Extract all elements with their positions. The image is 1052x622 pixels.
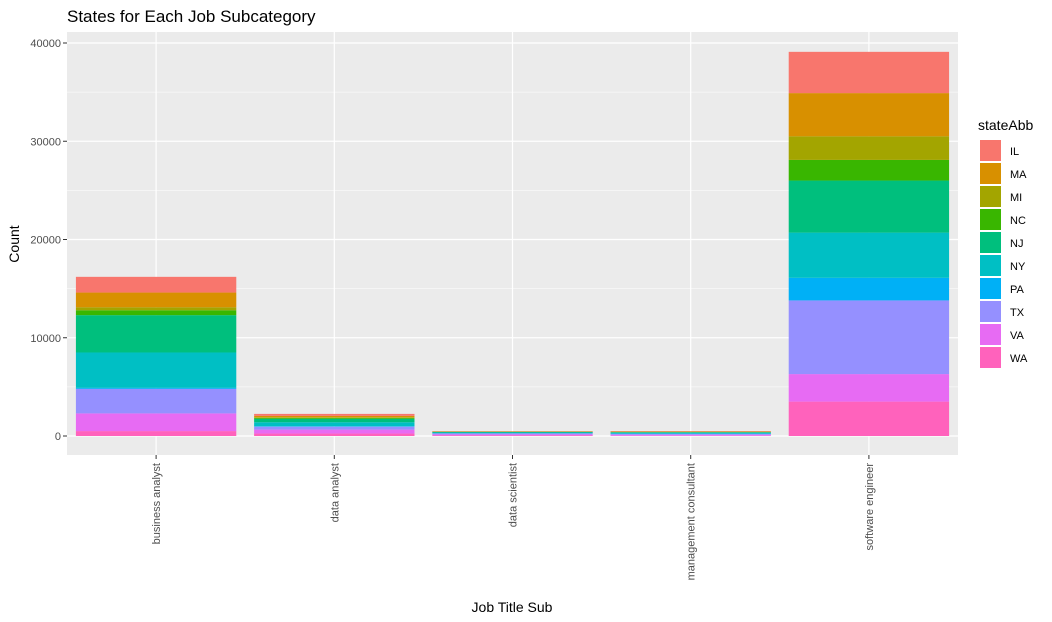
- bar-segment-il: [75, 276, 237, 293]
- bar-segment-nc: [254, 417, 415, 419]
- legend-swatch-nc: [980, 209, 1001, 230]
- legend-label-pa: PA: [1010, 284, 1025, 296]
- legend: IL MA MI NC NJ NY PA TX VA WA: [980, 140, 1028, 368]
- bar-segment-ny: [75, 352, 237, 388]
- legend-label-il: IL: [1010, 146, 1019, 158]
- bar-segment-nj: [610, 432, 771, 433]
- x-tick-label: management consultant: [686, 463, 698, 580]
- legend-label-mi: MI: [1010, 192, 1022, 204]
- bar-segment-tx: [75, 388, 237, 414]
- chart-title: States for Each Job Subcategory: [67, 7, 316, 26]
- bar-segment-va: [75, 413, 237, 432]
- bar-segment-mi: [75, 307, 237, 311]
- bar-segment-tx: [610, 433, 771, 435]
- x-axis-title: Job Title Sub: [472, 599, 553, 615]
- bar-segment-il: [254, 413, 415, 416]
- legend-swatch-ma: [980, 163, 1001, 184]
- bar-segment-wa: [788, 401, 950, 436]
- legend-swatch-nj: [980, 232, 1001, 253]
- bar-segment-ma: [788, 93, 950, 137]
- legend-label-tx: TX: [1010, 307, 1025, 319]
- bar-segment-va: [610, 434, 771, 436]
- bar-segment-mi: [788, 136, 950, 160]
- legend-swatch-tx: [980, 301, 1001, 322]
- bar-segment-va: [254, 429, 415, 434]
- y-tick-label: 30000: [30, 136, 61, 148]
- legend-swatch-wa: [980, 347, 1001, 368]
- bar-segment-ma: [254, 415, 415, 418]
- bar-segment-va: [432, 434, 593, 436]
- legend-label-nc: NC: [1010, 215, 1026, 227]
- bar-segment-ny: [432, 432, 593, 434]
- x-tick-label: data scientist: [508, 463, 520, 527]
- legend-label-ny: NY: [1010, 261, 1026, 273]
- bar-segment-pa: [75, 387, 237, 389]
- bar-segment-il: [788, 51, 950, 94]
- legend-swatch-mi: [980, 186, 1001, 207]
- bar-segment-nj: [788, 180, 950, 233]
- y-tick-label: 40000: [30, 38, 61, 50]
- bar-segment-nj: [432, 431, 593, 433]
- bar-segment-wa: [432, 435, 593, 436]
- bar-segment-tx: [432, 433, 593, 435]
- bar-segment-tx: [254, 426, 415, 430]
- legend-label-wa: WA: [1010, 353, 1028, 365]
- bar-segment-va: [788, 374, 950, 402]
- bar-segment-wa: [254, 433, 415, 436]
- legend-swatch-il: [980, 140, 1001, 161]
- bar-segment-ny: [254, 422, 415, 427]
- legend-label-ma: MA: [1010, 169, 1027, 181]
- bar-segment-tx: [788, 300, 950, 375]
- bar-segment-ny: [610, 432, 771, 434]
- y-axis-ticks: 0 10000 20000 30000 40000: [30, 38, 67, 443]
- bar-segment-nj: [75, 315, 237, 353]
- bars: [75, 51, 950, 436]
- y-tick-label: 20000: [30, 235, 61, 247]
- legend-label-nj: NJ: [1010, 238, 1023, 250]
- bar-segment-ma: [75, 292, 237, 308]
- legend-swatch-ny: [980, 255, 1001, 276]
- bar-segment-ny: [788, 232, 950, 278]
- legend-swatch-pa: [980, 278, 1001, 299]
- x-tick-label: software engineer: [864, 463, 876, 551]
- bar-segment-nj: [254, 418, 415, 423]
- y-axis-title: Count: [6, 225, 22, 262]
- bar-segment-wa: [75, 431, 237, 436]
- bar-segment-nc: [788, 159, 950, 181]
- x-tick-label: business analyst: [151, 463, 163, 544]
- legend-swatch-va: [980, 324, 1001, 345]
- bar-segment-pa: [788, 277, 950, 301]
- legend-label-va: VA: [1010, 330, 1025, 342]
- y-tick-label: 10000: [30, 333, 61, 345]
- legend-title: stateAbb: [978, 117, 1033, 133]
- x-axis-ticks: business analyst data analyst data scienti…: [151, 455, 876, 580]
- x-tick-label: data analyst: [329, 463, 341, 522]
- bar-segment-nc: [75, 310, 237, 316]
- y-tick-label: 0: [55, 431, 61, 443]
